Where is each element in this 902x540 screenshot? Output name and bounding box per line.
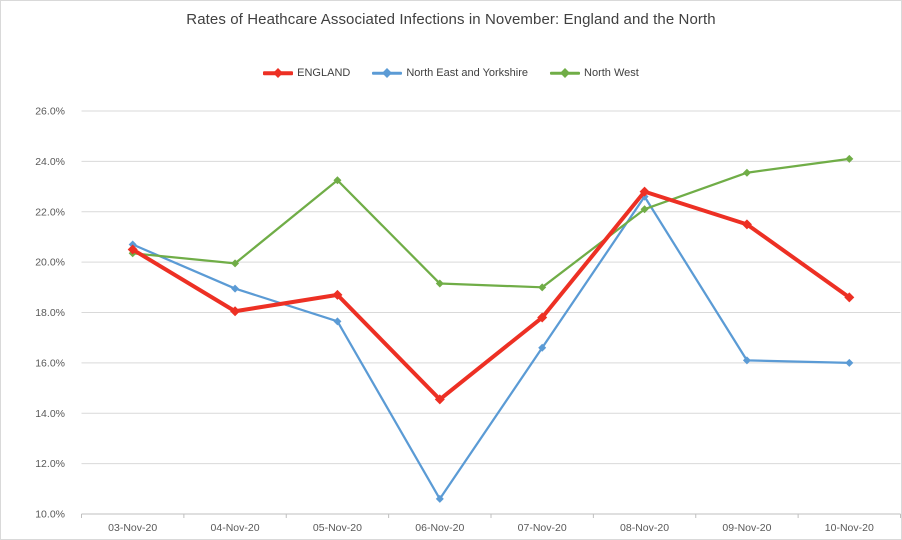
series-marker-england — [537, 312, 548, 323]
series-marker-england — [230, 306, 241, 317]
series-marker-north-east-and-yorkshire — [333, 317, 342, 326]
legend-label: North East and Yorkshire — [406, 67, 529, 79]
series-marker-north-east-and-yorkshire — [231, 284, 240, 293]
series-marker-england — [741, 219, 752, 230]
y-tick-label: 22.0% — [35, 206, 65, 218]
series-line-england — [130, 189, 852, 402]
y-tick-label: 12.0% — [35, 458, 65, 470]
series-marker-england — [844, 292, 855, 303]
series-marker-north-east-and-yorkshire — [435, 494, 444, 503]
x-tick-label: 06-Nov-20 — [415, 522, 464, 534]
x-tick-label: 07-Nov-20 — [518, 522, 567, 534]
x-tick-label: 03-Nov-20 — [108, 522, 157, 534]
series-marker-north-west — [231, 259, 240, 268]
legend-item-north-west: North West — [550, 67, 639, 79]
legend-item-north-east-and-yorkshire: North East and Yorkshire — [372, 67, 528, 79]
series-marker-north-east-and-yorkshire — [538, 343, 547, 352]
series-marker-england — [434, 394, 445, 405]
series-marker-england — [639, 186, 650, 197]
series-marker-north-west — [742, 168, 751, 177]
series-marker-north-west — [333, 176, 342, 185]
series-marker-north-west — [435, 279, 444, 288]
series-line-north-west — [131, 157, 851, 289]
legend-label: ENGLAND — [297, 67, 351, 79]
legend-marker-icon — [550, 67, 581, 79]
x-tick-label: 08-Nov-20 — [620, 522, 669, 534]
legend-item-england: ENGLAND — [263, 67, 350, 79]
x-tick-label: 04-Nov-20 — [211, 522, 260, 534]
y-tick-label: 10.0% — [35, 509, 65, 521]
legend-label: North West — [584, 67, 639, 79]
x-tick-label: 09-Nov-20 — [722, 522, 771, 534]
y-tick-label: 26.0% — [35, 106, 65, 118]
y-tick-label: 24.0% — [35, 156, 65, 168]
series-marker-north-west — [845, 154, 854, 163]
series-marker-north-west — [640, 205, 649, 214]
series-marker-england — [127, 244, 138, 255]
legend-marker-icon — [372, 67, 403, 79]
chart-title: Rates of Heathcare Associated Infections… — [186, 11, 716, 28]
x-tick-label: 05-Nov-20 — [313, 522, 362, 534]
y-tick-label: 18.0% — [35, 307, 65, 319]
series-marker-north-east-and-yorkshire — [128, 240, 137, 249]
y-tick-label: 14.0% — [35, 408, 65, 420]
y-tick-label: 20.0% — [35, 257, 65, 269]
series-marker-north-west — [538, 283, 547, 292]
series-marker-north-east-and-yorkshire — [845, 358, 854, 367]
series-marker-england — [332, 289, 343, 300]
series-marker-north-east-and-yorkshire — [742, 356, 751, 365]
y-tick-label: 16.0% — [35, 357, 65, 369]
legend-marker-icon — [263, 67, 294, 79]
legend: ENGLAND North East and Yorkshire North Wes… — [1, 65, 901, 81]
series-line-north-east-and-yorkshire — [131, 195, 851, 501]
x-tick-label: 10-Nov-20 — [825, 522, 874, 534]
